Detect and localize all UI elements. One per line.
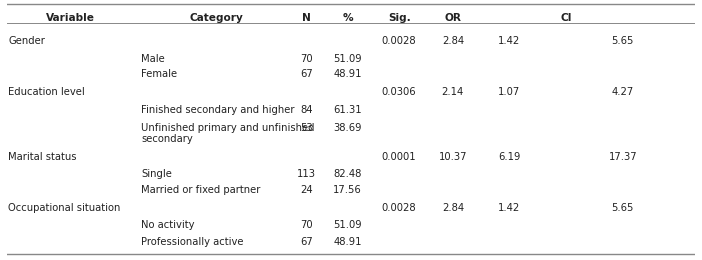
Text: No activity: No activity [141,220,194,230]
Text: N: N [302,13,311,23]
Text: 2.84: 2.84 [442,36,464,46]
Text: 17.37: 17.37 [609,152,637,162]
Text: 53: 53 [300,123,312,133]
Text: 84: 84 [300,105,312,115]
Text: Gender: Gender [8,36,45,46]
Text: 113: 113 [297,169,316,179]
Text: Married or fixed partner: Married or fixed partner [141,185,260,195]
Text: 10.37: 10.37 [439,152,467,162]
Text: 48.91: 48.91 [333,69,362,79]
Text: 70: 70 [300,54,312,63]
Text: 2.14: 2.14 [442,87,464,97]
Text: Marital status: Marital status [8,152,77,162]
Text: 51.09: 51.09 [333,54,362,63]
Text: 38.69: 38.69 [333,123,362,133]
Text: 0.0028: 0.0028 [382,36,416,46]
Text: secondary: secondary [141,134,193,144]
Text: Female: Female [141,69,178,79]
Text: CI: CI [560,13,571,23]
Text: Male: Male [141,54,165,63]
Text: 67: 67 [300,237,312,246]
Text: 70: 70 [300,220,312,230]
Text: Single: Single [141,169,172,179]
Text: 1.42: 1.42 [498,203,520,213]
Text: 1.42: 1.42 [498,36,520,46]
Text: 1.07: 1.07 [498,87,520,97]
Text: 0.0306: 0.0306 [382,87,416,97]
Text: OR: OR [444,13,461,23]
Text: 2.84: 2.84 [442,203,464,213]
Text: 4.27: 4.27 [611,87,634,97]
Text: 24: 24 [300,185,312,195]
Text: Unfinished primary and unfinished: Unfinished primary and unfinished [141,123,314,133]
Text: 6.19: 6.19 [498,152,520,162]
Text: 67: 67 [300,69,312,79]
Text: Finished secondary and higher: Finished secondary and higher [141,105,295,115]
Text: Occupational situation: Occupational situation [8,203,121,213]
Text: 82.48: 82.48 [333,169,362,179]
Text: 0.0028: 0.0028 [382,203,416,213]
Text: 0.0001: 0.0001 [382,152,416,162]
Text: %: % [343,13,353,23]
Text: 17.56: 17.56 [333,185,362,195]
Text: 5.65: 5.65 [611,36,634,46]
Text: Variable: Variable [46,13,95,23]
Text: Professionally active: Professionally active [141,237,244,246]
Text: Education level: Education level [8,87,85,97]
Text: Category: Category [190,13,244,23]
Text: 61.31: 61.31 [333,105,362,115]
Text: Sig.: Sig. [388,13,411,23]
Text: 5.65: 5.65 [611,203,634,213]
Text: 48.91: 48.91 [333,237,362,246]
Text: 51.09: 51.09 [333,220,362,230]
